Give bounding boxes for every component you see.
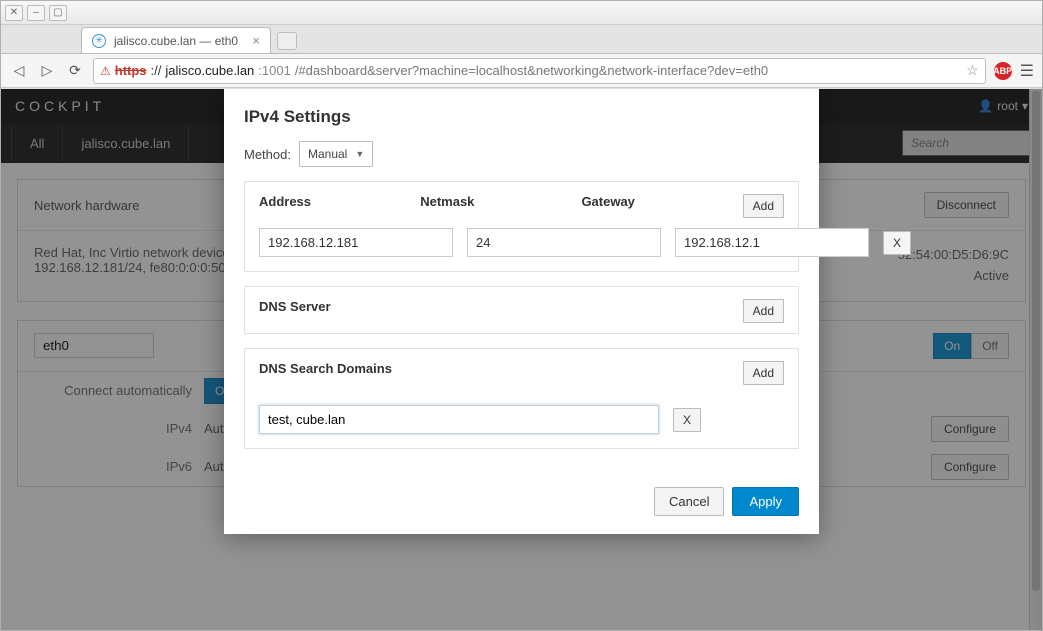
tab-title: jalisco.cube.lan — eth0 xyxy=(114,34,238,48)
cancel-button[interactable]: Cancel xyxy=(654,487,724,516)
back-button[interactable]: ◁ xyxy=(9,61,29,81)
page-viewport: COCKPIT 👤 root ▾ All jalisco.cube.lan Ne… xyxy=(1,88,1042,630)
url-scheme: https xyxy=(115,63,147,78)
method-label: Method: xyxy=(244,147,291,162)
url-bar[interactable]: ⚠ https :// jalisco.cube.lan :1001 /#das… xyxy=(93,58,986,84)
address-section: Address Netmask Gateway Add X xyxy=(244,181,799,272)
modal-footer: Cancel Apply xyxy=(224,473,819,534)
search-domains-section: DNS Search Domains Add X xyxy=(244,348,799,449)
browser-toolbar: ◁ ▷ ⟳ ⚠ https :// jalisco.cube.lan :1001… xyxy=(1,54,1042,88)
search-head: DNS Search Domains Add xyxy=(245,349,798,395)
search-title: DNS Search Domains xyxy=(259,361,743,376)
address-input[interactable] xyxy=(259,228,453,257)
browser-menu-icon[interactable]: ☰ xyxy=(1020,61,1034,81)
modal-body: Method: Manual ▼ Address Netmask Gateway… xyxy=(224,141,819,473)
bookmark-star-icon[interactable]: ☆ xyxy=(966,62,979,79)
ipv4-settings-modal: IPv4 Settings Method: Manual ▼ Address N… xyxy=(224,89,819,534)
col-address: Address xyxy=(259,194,420,209)
apply-button[interactable]: Apply xyxy=(732,487,799,516)
dns-head: DNS Server Add xyxy=(245,287,798,333)
add-address-button[interactable]: Add xyxy=(743,194,784,218)
delete-address-button[interactable]: X xyxy=(883,231,911,255)
dns-section: DNS Server Add xyxy=(244,286,799,334)
add-search-domain-button[interactable]: Add xyxy=(743,361,784,385)
modal-overlay: IPv4 Settings Method: Manual ▼ Address N… xyxy=(1,89,1042,630)
method-row: Method: Manual ▼ xyxy=(244,141,799,167)
insecure-lock-icon: ⚠ xyxy=(100,64,111,78)
window-minimize-icon[interactable]: – xyxy=(27,5,45,21)
window-titlebar: ✕ – ▢ xyxy=(1,1,1042,25)
url-sep: :// xyxy=(151,63,162,78)
browser-window: ✕ – ▢ ✳ jalisco.cube.lan — eth0 × ◁ ▷ ⟳ … xyxy=(0,0,1043,631)
search-domain-input[interactable] xyxy=(259,405,659,434)
browser-tab[interactable]: ✳ jalisco.cube.lan — eth0 × xyxy=(81,27,271,53)
add-dns-button[interactable]: Add xyxy=(743,299,784,323)
gateway-input[interactable] xyxy=(675,228,869,257)
forward-button[interactable]: ▷ xyxy=(37,61,57,81)
delete-search-domain-button[interactable]: X xyxy=(673,408,701,432)
method-select[interactable]: Manual ▼ xyxy=(299,141,373,167)
browser-tabstrip: ✳ jalisco.cube.lan — eth0 × xyxy=(1,25,1042,54)
adblock-icon[interactable]: ABP xyxy=(994,62,1012,80)
netmask-input[interactable] xyxy=(467,228,661,257)
method-value: Manual xyxy=(308,147,347,161)
reload-button[interactable]: ⟳ xyxy=(65,61,85,81)
col-gateway: Gateway xyxy=(581,194,742,209)
tab-close-icon[interactable]: × xyxy=(252,33,260,48)
window-close-icon[interactable]: ✕ xyxy=(5,5,23,21)
window-maximize-icon[interactable]: ▢ xyxy=(49,5,67,21)
col-netmask: Netmask xyxy=(420,194,581,209)
address-head: Address Netmask Gateway Add xyxy=(245,182,798,228)
modal-title: IPv4 Settings xyxy=(224,89,819,141)
new-tab-button[interactable] xyxy=(277,32,297,50)
favicon-icon: ✳ xyxy=(92,34,106,48)
chevron-down-icon: ▼ xyxy=(355,149,364,159)
dns-title: DNS Server xyxy=(259,299,743,314)
address-row: X xyxy=(245,228,798,271)
url-host: jalisco.cube.lan xyxy=(165,63,254,78)
url-path: /#dashboard&server?machine=localhost&net… xyxy=(295,63,768,78)
search-domain-row: X xyxy=(245,395,798,448)
url-port: :1001 xyxy=(258,63,291,78)
